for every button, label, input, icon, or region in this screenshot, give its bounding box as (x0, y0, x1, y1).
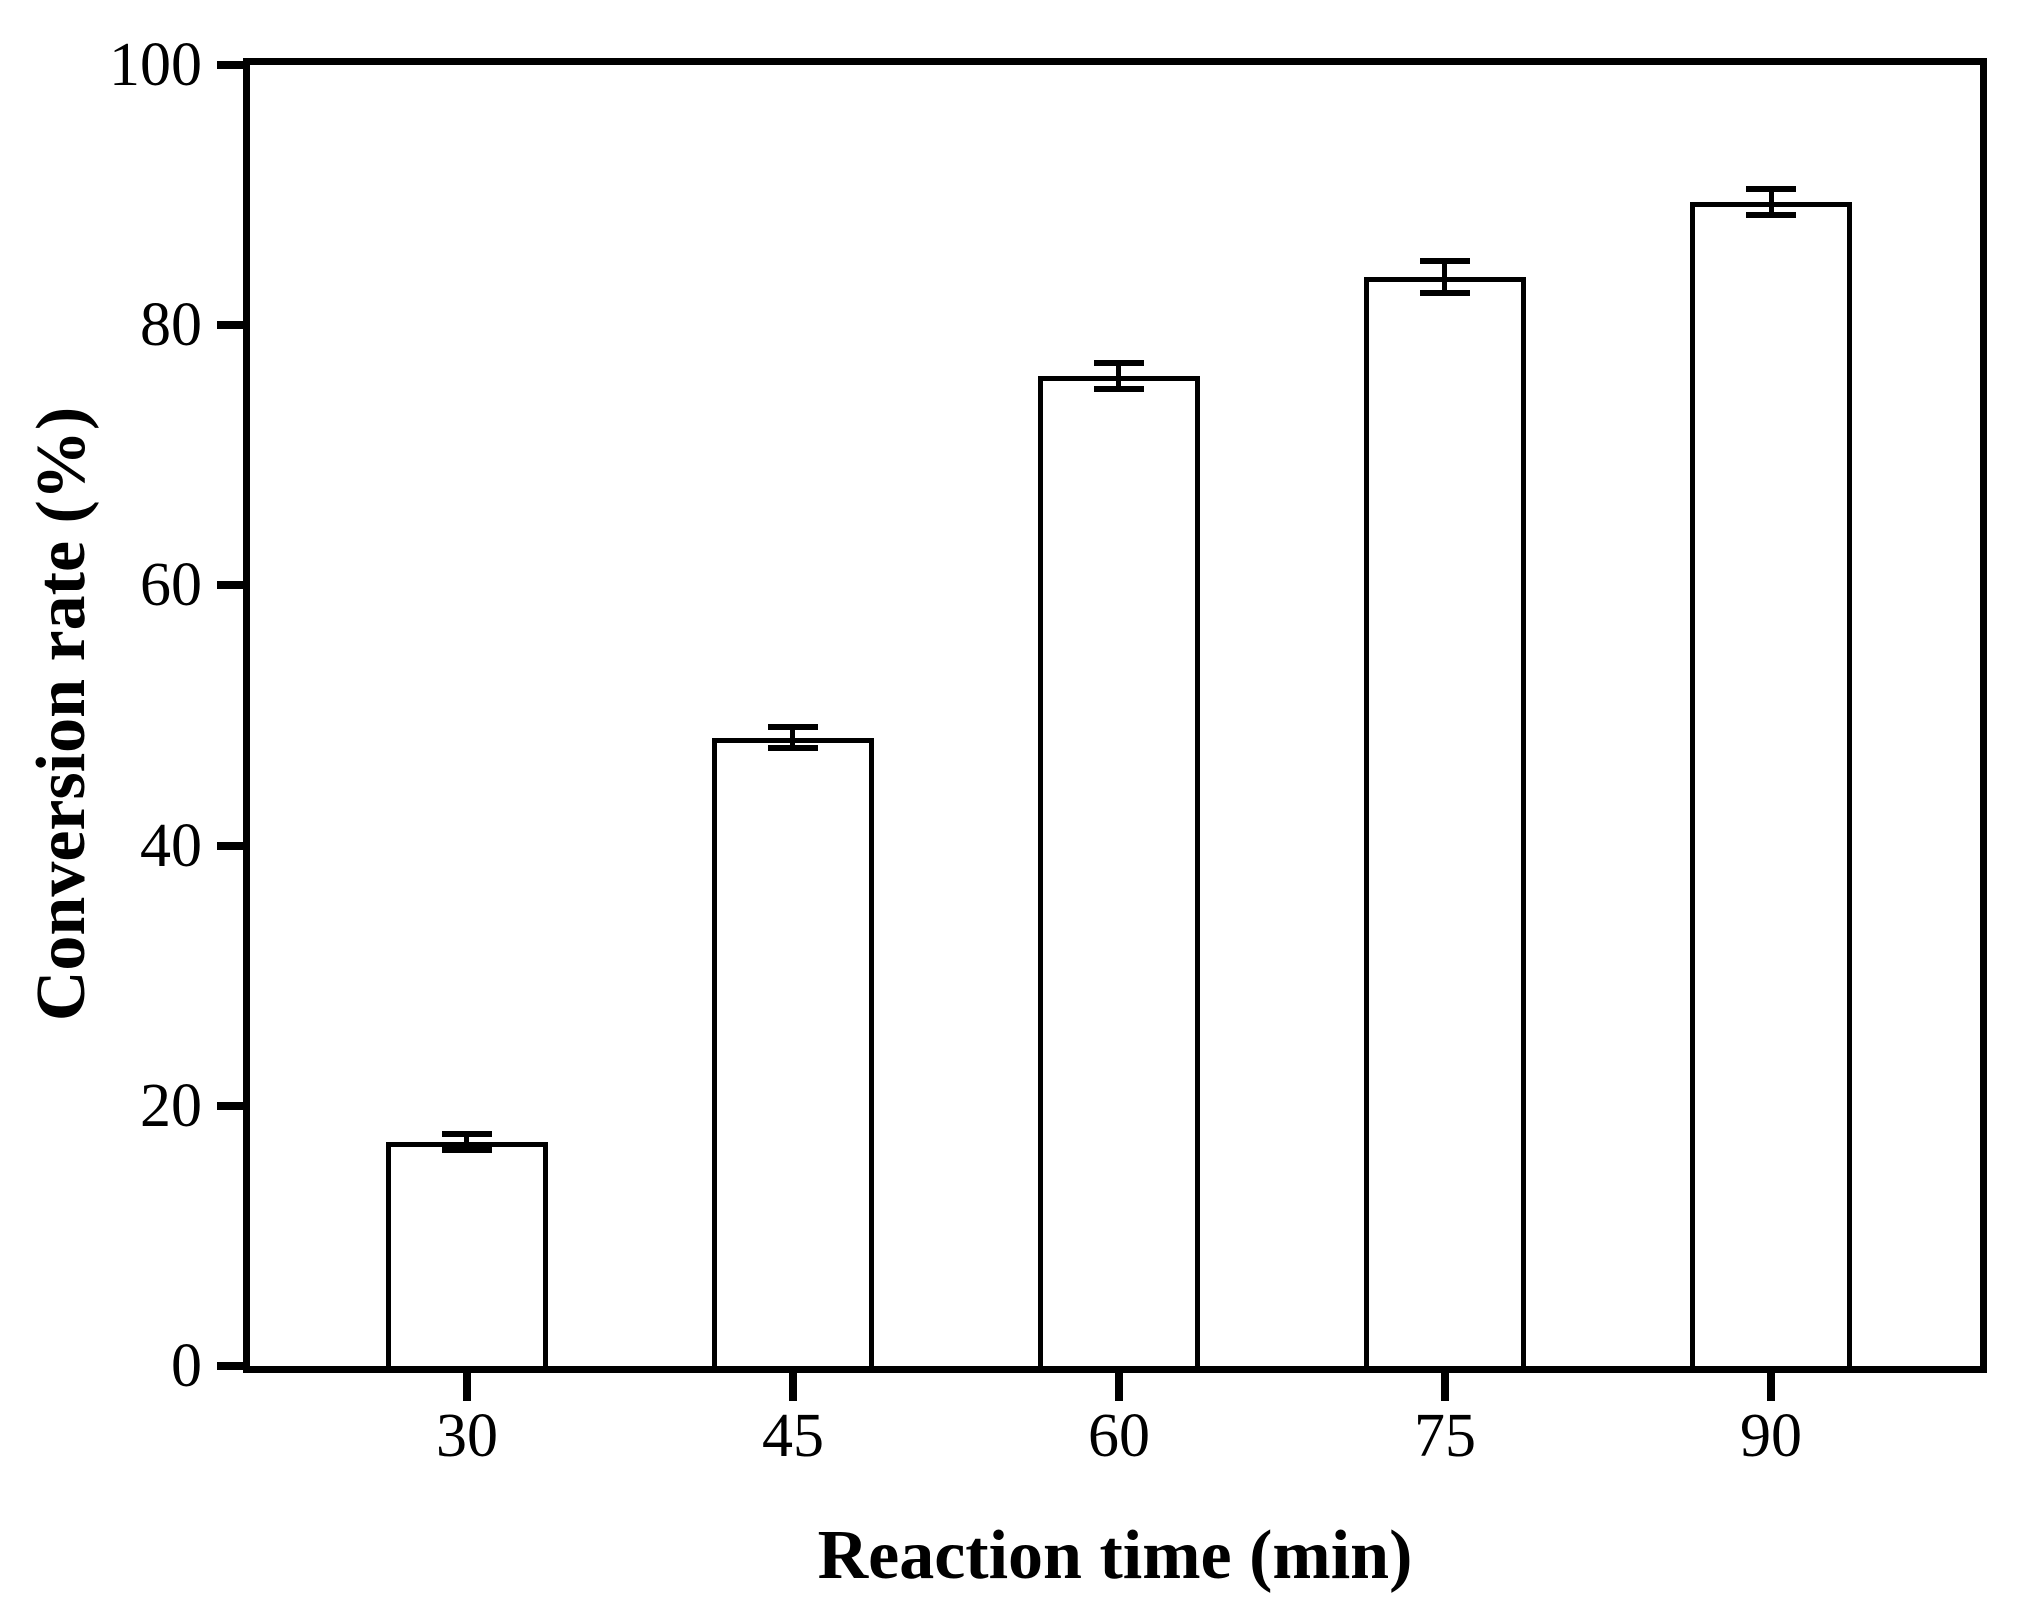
bar (1690, 201, 1853, 1366)
x-axis-tick (788, 1373, 797, 1401)
bar (1037, 375, 1200, 1366)
y-axis-tick (217, 841, 243, 850)
error-bar-line (464, 1134, 470, 1151)
error-bar-cap-bottom (767, 745, 818, 752)
x-tick-label: 45 (761, 1402, 824, 1470)
bar (1363, 277, 1526, 1366)
error-bar-cap-top (767, 724, 818, 731)
error-bar-cap-bottom (441, 1147, 492, 1154)
x-axis-tick (462, 1373, 471, 1401)
error-bar-cap-bottom (1746, 211, 1797, 218)
error-bar-cap-top (1746, 185, 1797, 192)
error-bar-cap-top (1093, 359, 1144, 366)
bar (385, 1142, 548, 1366)
error-bar-cap-top (441, 1131, 492, 1138)
y-axis-tick (217, 1101, 243, 1110)
y-axis-tick (217, 321, 243, 330)
x-tick-label: 30 (435, 1402, 498, 1470)
error-bar-line (1768, 188, 1774, 215)
y-tick-label: 20 (140, 1071, 202, 1140)
y-tick-label: 0 (171, 1332, 202, 1400)
x-tick-label: 60 (1087, 1402, 1150, 1470)
x-axis-tick (1440, 1373, 1449, 1401)
y-tick-label: 80 (140, 291, 202, 360)
y-axis-title: Conversion rate (%) (23, 406, 100, 1022)
bar (711, 737, 874, 1366)
y-axis-tick (217, 1362, 243, 1370)
y-tick-label: 60 (140, 551, 202, 620)
x-axis-tick (1767, 1373, 1776, 1401)
y-axis-tick (217, 581, 243, 590)
x-axis-tick (1114, 1373, 1123, 1401)
error-bar-line (790, 727, 796, 749)
error-bar-cap-bottom (1419, 289, 1470, 296)
error-bar-cap-top (1419, 258, 1470, 265)
error-bar-line (1116, 362, 1122, 389)
y-tick-label: 40 (140, 811, 202, 880)
y-axis-tick (217, 61, 243, 69)
y-tick-label: 100 (109, 31, 202, 99)
x-tick-label: 90 (1740, 1402, 1803, 1470)
x-axis-title: Reaction time (min) (817, 1517, 1413, 1594)
error-bar-cap-bottom (1093, 385, 1144, 392)
x-tick-label: 75 (1413, 1402, 1476, 1470)
error-bar-line (1442, 261, 1448, 293)
